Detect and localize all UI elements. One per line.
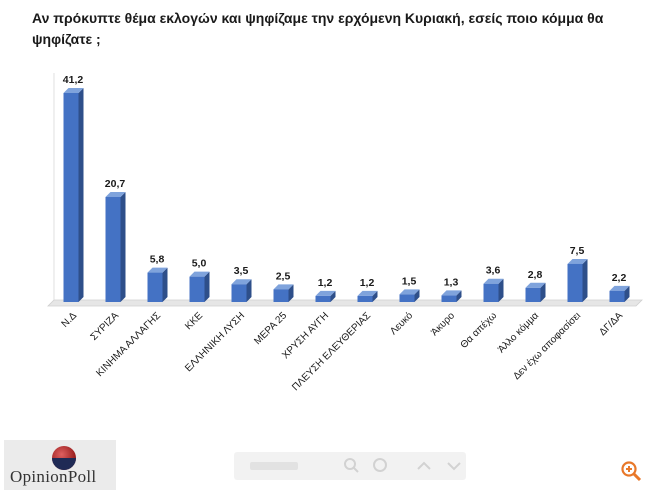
- bar-front: [567, 263, 583, 302]
- bar-chart: 41,2 20,7 5,8 5,0 3,5 2,5 1,2 1,2 1,5 1,3 3,6 2,8 7,…: [47, 73, 643, 393]
- value-label: 7,5: [570, 245, 585, 257]
- bar-top: [273, 284, 294, 290]
- bar-top: [315, 290, 336, 296]
- bar: [147, 267, 168, 302]
- bar-front: [525, 287, 541, 302]
- bar-front: [231, 284, 247, 302]
- bar-side: [78, 88, 84, 302]
- logo-text: OpinionPoll: [10, 467, 97, 486]
- opinionpoll-logo: OpinionPoll: [4, 440, 116, 490]
- bar-top: [441, 290, 462, 296]
- value-label: 2,5: [276, 270, 291, 282]
- bar: [63, 88, 84, 302]
- value-label: 1,2: [360, 277, 375, 289]
- magnifier-icon[interactable]: [344, 458, 359, 473]
- bar-front: [483, 283, 499, 302]
- bar: [315, 290, 336, 302]
- chart-floor: [47, 73, 643, 307]
- chart-title: Αν πρόκυπτε θέμα εκλογών και ψηφίζαμε τη…: [32, 10, 604, 47]
- bar-front: [357, 295, 373, 302]
- bar-top: [609, 285, 630, 291]
- bar-top: [483, 278, 504, 284]
- bar-front: [609, 290, 625, 302]
- bar: [273, 284, 294, 302]
- bar-front: [105, 196, 121, 302]
- bar-side: [372, 290, 378, 302]
- category-label: Άκυρο: [429, 310, 457, 338]
- category-label: ΠΛΕΥΣΗ ΕΛΕΥΘΕΡΙΑΣ: [290, 310, 373, 393]
- value-label: 20,7: [105, 178, 126, 190]
- category-label: Άλλο κόμμα: [495, 309, 541, 355]
- category-label: Θα απέχω: [458, 310, 499, 351]
- bar-top: [105, 191, 126, 197]
- bar: [189, 271, 210, 302]
- bar: [567, 258, 588, 302]
- bar-top: [357, 290, 378, 296]
- value-label: 2,2: [612, 272, 627, 284]
- bar-front: [273, 289, 289, 302]
- bar-front: [315, 295, 331, 302]
- value-label: 41,2: [63, 74, 84, 86]
- value-label: 1,2: [318, 277, 333, 289]
- chevron-down-icon[interactable]: [447, 462, 461, 471]
- category-label: Ν.Δ: [60, 310, 80, 330]
- bar-top: [189, 271, 210, 277]
- bar-top: [399, 289, 420, 295]
- bar: [483, 278, 504, 302]
- bar-front: [63, 93, 79, 302]
- category-label: ΚΚΕ: [183, 310, 205, 332]
- bar-side: [288, 284, 294, 302]
- bar-front: [441, 295, 457, 302]
- chart-floor-plane: [47, 299, 643, 307]
- viewer-toolbar: [234, 452, 466, 480]
- bar-side: [330, 290, 336, 302]
- category-label: ΔΓ/ΔΑ: [597, 310, 625, 338]
- bar-top: [147, 267, 168, 273]
- fit-screen-icon[interactable]: [373, 458, 387, 472]
- bar-side: [120, 191, 126, 302]
- bar-side: [414, 289, 420, 302]
- value-labels-group: 41,2 20,7 5,8 5,0 3,5 2,5 1,2 1,2 1,5 1,3 3,6 2,8 7,…: [63, 74, 627, 289]
- category-label: ΣΥΡΙΖΑ: [89, 310, 122, 343]
- bar: [105, 191, 126, 302]
- value-label: 1,3: [444, 276, 459, 288]
- bar-side: [624, 285, 630, 302]
- bar-side: [204, 271, 210, 302]
- bar-side: [498, 278, 504, 302]
- bar: [231, 279, 252, 302]
- category-label: ΜΕΡΑ 25: [252, 310, 289, 347]
- zoom-icon[interactable]: [619, 459, 643, 483]
- value-label: 5,8: [150, 254, 165, 266]
- bar-side: [162, 267, 168, 302]
- bar: [357, 290, 378, 302]
- bar: [609, 285, 630, 302]
- value-label: 2,8: [528, 269, 543, 281]
- bar-top: [525, 282, 546, 288]
- value-label: 3,6: [486, 265, 501, 277]
- chevron-up-icon[interactable]: [417, 461, 431, 470]
- bar-front: [399, 294, 415, 302]
- bar-front: [147, 272, 163, 302]
- bar: [525, 282, 546, 302]
- bar-side: [582, 258, 588, 302]
- bar: [441, 290, 462, 302]
- bar-side: [246, 279, 252, 302]
- bar-top: [567, 258, 588, 264]
- value-label: 3,5: [234, 265, 249, 277]
- category-label: Δεν έχω αποφασίσει: [511, 310, 584, 383]
- bar-top: [63, 88, 84, 93]
- logo-emblem-icon: [52, 446, 76, 470]
- bar-front: [189, 276, 205, 302]
- value-label: 5,0: [192, 258, 207, 270]
- bar-top: [231, 279, 252, 285]
- bar-side: [456, 290, 462, 302]
- value-label: 1,5: [402, 275, 417, 287]
- bar-side: [540, 282, 546, 302]
- category-label: Λευκό: [388, 309, 416, 337]
- bars-group: [63, 88, 630, 302]
- bar: [399, 289, 420, 302]
